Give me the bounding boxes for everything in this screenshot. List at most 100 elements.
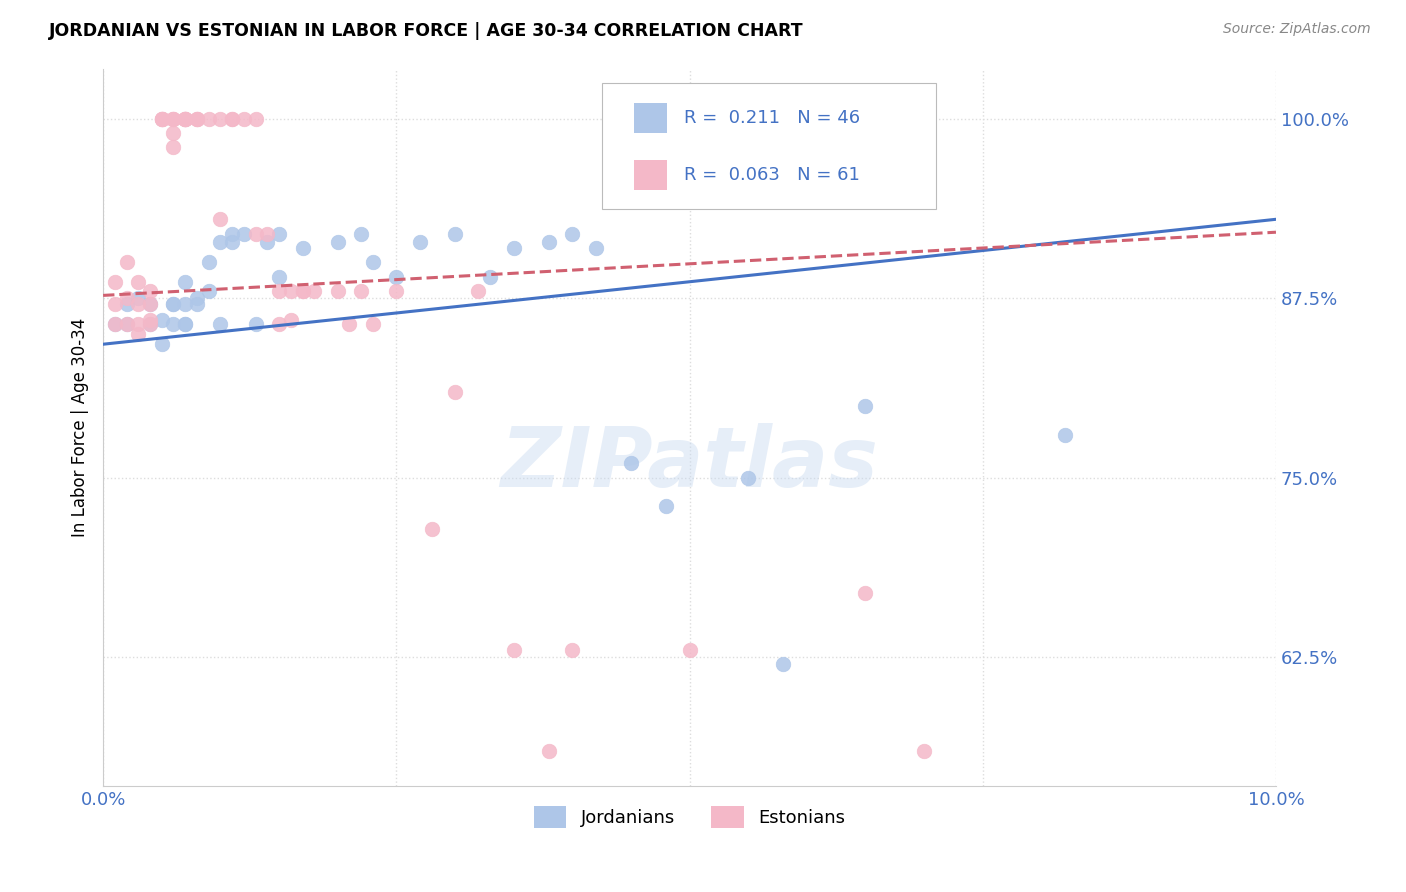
Point	[537, 743, 560, 757]
Point	[104, 297, 127, 311]
Point	[409, 235, 432, 250]
Point	[385, 269, 408, 284]
Point	[186, 112, 208, 126]
Point	[162, 140, 184, 154]
Point	[150, 112, 173, 126]
Point	[479, 269, 502, 284]
Point	[855, 399, 877, 413]
Point	[197, 255, 219, 269]
Point	[339, 317, 361, 331]
Point	[1053, 427, 1076, 442]
Point	[186, 112, 208, 126]
Point	[444, 384, 467, 399]
Point	[502, 241, 524, 255]
Point	[245, 227, 267, 241]
Point	[221, 112, 243, 126]
Point	[326, 284, 349, 298]
Point	[245, 112, 267, 126]
Point	[162, 126, 184, 140]
Point	[139, 313, 162, 327]
Text: R =  0.211   N = 46: R = 0.211 N = 46	[683, 109, 860, 127]
Point	[291, 284, 314, 298]
Point	[502, 643, 524, 657]
Point	[737, 471, 759, 485]
Point	[115, 297, 138, 311]
Point	[174, 112, 197, 126]
Point	[267, 269, 290, 284]
Point	[444, 227, 467, 241]
Point	[209, 235, 232, 250]
Point	[174, 297, 197, 311]
Point	[350, 227, 373, 241]
Point	[361, 255, 384, 269]
Point	[267, 317, 290, 331]
Point	[115, 255, 138, 269]
Point	[150, 112, 173, 126]
Point	[150, 112, 173, 126]
Point	[256, 235, 278, 250]
Point	[162, 317, 184, 331]
Point	[174, 112, 197, 126]
Point	[115, 317, 138, 331]
Point	[291, 284, 314, 298]
Point	[104, 276, 127, 290]
Point	[267, 284, 290, 298]
Point	[620, 457, 643, 471]
Point	[221, 227, 243, 241]
Point	[585, 241, 607, 255]
Point	[326, 235, 349, 250]
Text: Source: ZipAtlas.com: Source: ZipAtlas.com	[1223, 22, 1371, 37]
Point	[467, 284, 489, 298]
Point	[104, 317, 127, 331]
Point	[186, 297, 208, 311]
Point	[420, 523, 443, 537]
Point	[267, 227, 290, 241]
Point	[232, 227, 254, 241]
Point	[855, 585, 877, 599]
Point	[174, 112, 197, 126]
Point	[127, 297, 149, 311]
Point	[174, 112, 197, 126]
Point	[162, 112, 184, 126]
Point	[115, 317, 138, 331]
Point	[678, 643, 700, 657]
Point	[162, 297, 184, 311]
Text: JORDANIAN VS ESTONIAN IN LABOR FORCE | AGE 30-34 CORRELATION CHART: JORDANIAN VS ESTONIAN IN LABOR FORCE | A…	[49, 22, 804, 40]
Point	[139, 317, 162, 331]
Point	[537, 235, 560, 250]
Point	[127, 291, 149, 305]
Point	[127, 317, 149, 331]
Bar	[634, 103, 668, 133]
Text: R =  0.063   N = 61: R = 0.063 N = 61	[683, 166, 859, 184]
Point	[127, 276, 149, 290]
Point	[115, 291, 138, 305]
Point	[350, 284, 373, 298]
Point	[174, 317, 197, 331]
Legend: Jordanians, Estonians: Jordanians, Estonians	[527, 798, 852, 835]
Point	[280, 284, 302, 298]
Point	[232, 112, 254, 126]
Y-axis label: In Labor Force | Age 30-34: In Labor Force | Age 30-34	[72, 318, 89, 537]
Point	[150, 337, 173, 351]
Point	[291, 241, 314, 255]
Point	[280, 313, 302, 327]
Point	[174, 276, 197, 290]
Point	[655, 500, 678, 514]
Point	[561, 227, 583, 241]
Point	[186, 112, 208, 126]
Point	[174, 112, 197, 126]
Point	[197, 112, 219, 126]
Text: ZIPatlas: ZIPatlas	[501, 423, 879, 504]
Point	[772, 657, 794, 672]
Point	[245, 317, 267, 331]
FancyBboxPatch shape	[602, 83, 936, 209]
Point	[127, 327, 149, 342]
Point	[186, 291, 208, 305]
Point	[162, 112, 184, 126]
Point	[209, 212, 232, 227]
Point	[221, 235, 243, 250]
Bar	[634, 160, 668, 190]
Point	[139, 317, 162, 331]
Point	[561, 643, 583, 657]
Point	[139, 297, 162, 311]
